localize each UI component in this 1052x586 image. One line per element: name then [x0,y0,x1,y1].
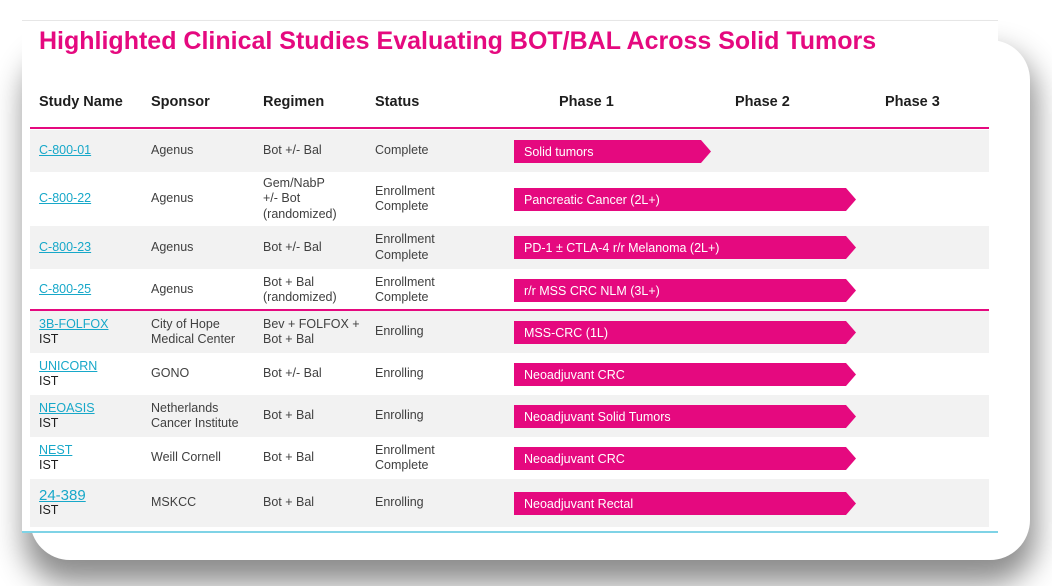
regimen-cell: Bot + Bal (randomized) [263,274,337,305]
header-regimen: Regimen [263,94,325,110]
table-row: 3B-FOLFOX IST City of Hope Medical Center Be… [30,311,989,353]
header-phase-2: Phase 2 [735,94,790,110]
sponsor-cell: Netherlands Cancer Institute [151,400,239,431]
study-name-cell: C-800-23 [39,226,91,269]
phase-progress-bar: r/r MSS CRC NLM (3L+) [514,279,856,302]
status-cell: Enrolling [375,495,424,510]
phase-progress-bar: Pancreatic Cancer (2L+) [514,188,856,211]
sponsor-cell: MSKCC [151,495,197,510]
study-name-cell: UNICORN IST [39,353,97,395]
phase-progress-bar: Neoadjuvant CRC [514,447,856,470]
slide: Highlighted Clinical Studies Evaluating … [22,20,998,533]
ist-section-divider [30,309,989,311]
study-link[interactable]: UNICORN [39,358,98,373]
regimen-cell: Bev + FOLFOX + Bot + Bal [263,316,360,347]
phase-progress-bar: PD-1 ± CTLA-4 r/r Melanoma (2L+) [514,236,856,259]
table-row: UNICORN IST GONO Bot +/- Bal Enrolling Neoadj… [30,353,989,395]
study-link[interactable]: 3B-FOLFOX [39,316,109,331]
header-phase-1: Phase 1 [559,94,614,110]
sponsor-cell: Weill Cornell [151,450,221,465]
sponsor-cell: Agenus [151,239,194,254]
study-link[interactable]: NEOASIS [39,400,95,415]
regimen-cell: Bot + Bal [263,450,315,465]
phase-progress-bar: MSS-CRC (1L) [514,321,856,344]
status-cell: Enrolling [375,408,424,423]
sponsor-cell: GONO [151,366,190,381]
ist-label: IST [39,503,59,517]
regimen-cell: Gem/NabP +/- Bot (randomized) [263,175,337,221]
slide-title: Highlighted Clinical Studies Evaluating … [39,27,877,55]
phase-progress-bar: Neoadjuvant Solid Tumors [514,405,856,428]
regimen-cell: Bot +/- Bal [263,143,322,158]
ist-label: IST [39,416,59,430]
study-name-cell: 24-389 IST [39,479,86,527]
status-cell: Complete [375,143,429,158]
ist-label: IST [39,332,59,346]
study-name-cell: C-800-01 [39,130,91,172]
phase-progress-bar: Neoadjuvant Rectal [514,492,856,515]
study-link[interactable]: C-800-01 [39,143,92,158]
status-cell: Enrollment Complete [375,183,435,214]
table-row: C-800-25 Agenus Bot + Bal (randomized) Enrol… [30,269,989,311]
sponsor-cell: Agenus [151,191,194,206]
regimen-cell: Bot + Bal [263,408,315,423]
study-name-cell: C-800-22 [39,172,91,226]
status-cell: Enrollment Complete [375,232,435,262]
study-link[interactable]: 24-389 [39,486,86,504]
table-row: NEST IST Weill Cornell Bot + Bal Enrollment C… [30,437,989,479]
table-row: C-800-01 Agenus Bot +/- Bal Complete Solid t… [30,130,989,172]
status-cell: Enrollment Complete [375,442,435,473]
study-name-cell: NEOASIS IST [39,395,95,437]
regimen-cell: Bot +/- Bal [263,366,322,381]
study-link[interactable]: NEST [39,442,73,457]
ist-label: IST [39,374,59,388]
phase-progress-bar: Solid tumors [514,140,711,163]
status-cell: Enrollment Complete [375,274,435,305]
regimen-cell: Bot +/- Bal [263,239,322,254]
table-row: 24-389 IST MSKCC Bot + Bal Enrolling Neoadjuv… [30,479,989,527]
table-row: C-800-22 Agenus Gem/NabP +/- Bot (randomized… [30,172,989,226]
ist-label: IST [39,458,59,472]
study-link[interactable]: C-800-25 [39,282,92,297]
sponsor-cell: City of Hope Medical Center [151,316,236,347]
header-status: Status [375,94,420,110]
table-row: NEOASIS IST Netherlands Cancer Institute Bot… [30,395,989,437]
header-phase-3: Phase 3 [885,94,940,110]
study-name-cell: NEST IST [39,437,72,479]
study-name-cell: 3B-FOLFOX IST [39,311,108,353]
header-study-name: Study Name [39,94,123,110]
header-sponsor: Sponsor [151,94,210,110]
phase-progress-bar: Neoadjuvant CRC [514,363,856,386]
table-row: C-800-23 Agenus Bot +/- Bal Enrollment Compl… [30,226,989,269]
header-divider [30,127,989,129]
study-name-cell: C-800-25 [39,269,91,311]
study-link[interactable]: C-800-23 [39,239,92,254]
sponsor-cell: Agenus [151,143,194,158]
status-cell: Enrolling [375,324,424,339]
sponsor-cell: Agenus [151,282,194,297]
study-link[interactable]: C-800-22 [39,191,92,206]
status-cell: Enrolling [375,366,424,381]
regimen-cell: Bot + Bal [263,495,315,510]
